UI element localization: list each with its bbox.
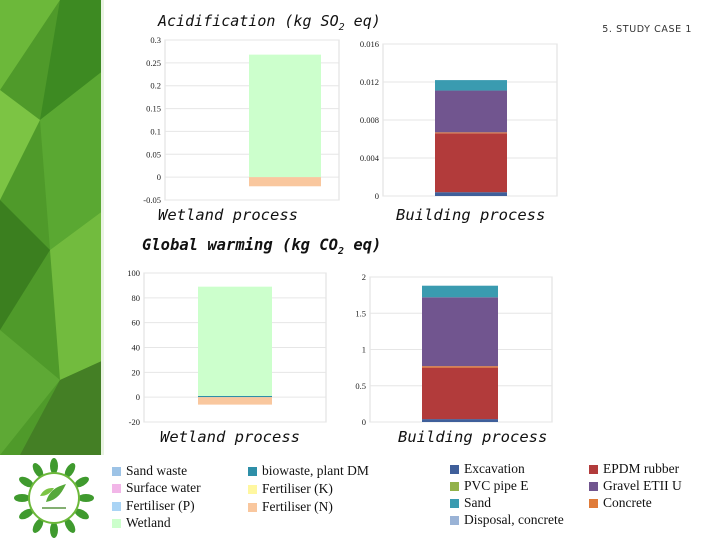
acidification-title: Acidification (kg SO2 eq) [158, 12, 381, 33]
bar-segment-gravel [435, 90, 507, 133]
y-tick-label: 0 [157, 172, 161, 182]
legend-swatch [589, 498, 598, 508]
legend-item: Sand waste [112, 463, 187, 479]
y-tick-label: -0.05 [143, 195, 161, 205]
y-tick-label: 1.5 [355, 308, 366, 318]
y-tick-label: 0 [362, 417, 366, 427]
legend-label: Wetland [126, 515, 171, 530]
bar-segment-concrete [422, 366, 498, 368]
caption-wetland-acid: Wetland process [158, 206, 298, 224]
legend-label: PVC pipe E [464, 478, 529, 493]
bar-segment-wetland [198, 286, 272, 396]
section-label: 5. STUDY CASE 1 [602, 24, 692, 35]
y-tick-label: 0.3 [150, 35, 161, 45]
legend-item: Excavation [450, 461, 525, 477]
bar-segment-excavation [422, 419, 498, 422]
y-tick-label: -20 [129, 417, 140, 427]
legend-swatch [112, 518, 121, 528]
legend-item: Sand [450, 495, 491, 511]
legend-item: Fertiliser (P) [112, 498, 195, 514]
bar-segment-epdm-rubber [422, 367, 498, 420]
legend-label: EPDM rubber [603, 461, 680, 476]
y-tick-label: 0.1 [150, 126, 161, 136]
legend-label: Fertiliser (N) [262, 499, 333, 514]
legend-swatch [112, 483, 121, 493]
global-warming-title: Global warming (kg CO2 eq) [142, 236, 382, 258]
acidification-building-chart: 0 0.004 0.008 0.012 0.016 [360, 39, 558, 201]
global-warming-wetland-chart: -20 0 20 40 60 80 100 [127, 268, 327, 427]
y-tick-label: 0.05 [146, 149, 161, 159]
bar-segment-biowaste [198, 395, 272, 398]
y-tick-label: 100 [127, 268, 140, 278]
y-tick-label: 0 [136, 392, 140, 402]
legend-swatch [248, 502, 257, 512]
caption-building-gw: Building process [398, 428, 548, 446]
y-tick-label: 0.2 [150, 81, 161, 91]
y-tick-label: 0.15 [146, 104, 161, 114]
bar-segment-sand [435, 80, 507, 91]
y-tick-label: 1 [362, 345, 366, 355]
legend-item: Fertiliser (N) [248, 499, 333, 515]
y-tick-label: 0.008 [360, 115, 379, 125]
legend-item: Surface water [112, 480, 201, 496]
legend-label: Concrete [603, 495, 652, 510]
legend-label: Disposal, concrete [464, 512, 564, 527]
legend-label: Sand [464, 495, 491, 510]
legend-swatch [589, 481, 598, 491]
decorative-sidebar [0, 0, 104, 455]
legend-label: Sand waste [126, 463, 188, 478]
y-tick-label: 80 [132, 293, 141, 303]
legend-label: Fertiliser (P) [126, 498, 195, 513]
y-tick-label: 20 [132, 367, 141, 377]
legend-item: Wetland [112, 515, 171, 531]
legend-swatch [112, 501, 121, 511]
legend-item: EPDM rubber [589, 461, 679, 477]
legend-label: biowaste, plant DM [262, 463, 369, 478]
y-tick-label: 60 [132, 318, 141, 328]
caption-building-acid: Building process [396, 206, 546, 224]
legend-swatch [450, 515, 459, 525]
global-warming-building-chart: 0 0.5 1 1.5 2 [355, 272, 553, 427]
legend-label: Surface water [126, 480, 201, 495]
bar-segment-gravel [422, 297, 498, 367]
legend-item: Concrete [589, 495, 652, 511]
y-tick-label: 0.016 [360, 39, 379, 49]
y-tick-label: 40 [132, 343, 141, 353]
y-tick-label: 0.004 [360, 153, 380, 163]
legend-swatch [450, 481, 459, 491]
y-tick-label: 0.5 [355, 381, 366, 391]
y-tick-label: 2 [362, 272, 366, 282]
legend-item: PVC pipe E [450, 478, 529, 494]
bar-segment-fertiliser-n [198, 397, 272, 405]
legend-swatch [450, 464, 459, 474]
bar-segment-wetland [249, 54, 321, 178]
acidification-wetland-chart: -0.05 0 0.05 0.1 0.15 0.2 0.25 0.3 [143, 35, 340, 205]
legend-item: biowaste, plant DM [248, 463, 369, 479]
y-tick-label: 0 [375, 191, 379, 201]
legend-item: Gravel ETII U [589, 478, 682, 494]
legend-item: Disposal, concrete [450, 512, 564, 528]
bar-segment-fertiliser-n [249, 177, 321, 187]
legend-label: Fertiliser (K) [262, 481, 333, 496]
legend-item: Fertiliser (K) [248, 481, 333, 497]
bar-segment-concrete [435, 132, 507, 134]
legend-label: Gravel ETII U [603, 478, 682, 493]
bar-segment-epdm-rubber [435, 133, 507, 193]
legend-swatch [248, 484, 257, 494]
y-tick-label: 0.012 [360, 77, 379, 87]
legend-swatch [248, 466, 257, 476]
caption-wetland-gw: Wetland process [160, 428, 300, 446]
agri-bank-logo [14, 458, 94, 538]
bar-segment-sand [422, 285, 498, 298]
legend-swatch [589, 464, 598, 474]
bar-segment-excavation [435, 192, 507, 196]
legend-label: Excavation [464, 461, 525, 476]
legend-swatch [450, 498, 459, 508]
y-tick-label: 0.25 [146, 58, 161, 68]
legend-swatch [112, 466, 121, 476]
